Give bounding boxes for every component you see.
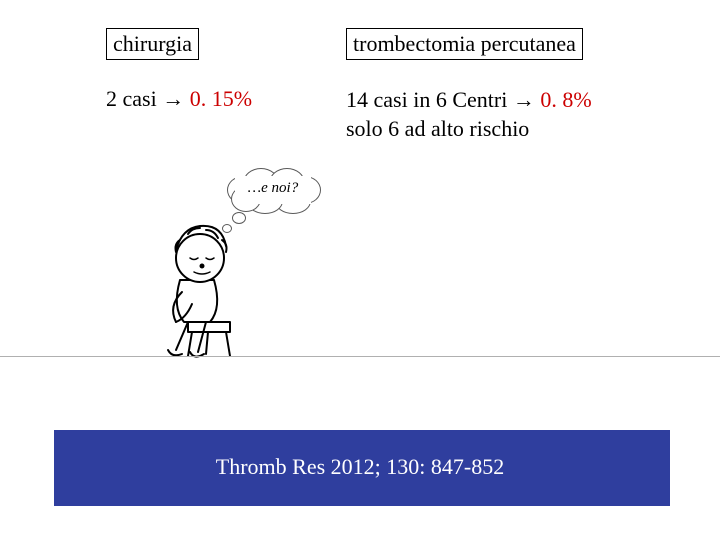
thought-text: …e noi? [225, 180, 321, 197]
stat-left-value: 0. 15% [184, 86, 252, 111]
thought-bubble: …e noi? [225, 168, 321, 212]
stat-right-arrow: → [513, 87, 535, 112]
divider [0, 356, 720, 357]
stat-left-pre: 2 casi [106, 86, 162, 111]
stat-right-line2: solo 6 ad alto rischio [346, 115, 592, 144]
stat-left-arrow: → [162, 86, 184, 111]
stat-right-pre: 14 casi in 6 Centri [346, 87, 513, 112]
cartoon-figure [110, 210, 260, 360]
citation-text: Thromb Res 2012; 130: 847-852 [0, 454, 720, 480]
box-trombectomia: trombectomia percutanea [346, 28, 583, 60]
box-chirurgia: chirurgia [106, 28, 199, 60]
stat-right-value: 0. 8% [535, 87, 592, 112]
stat-left: 2 casi → 0. 15% [106, 86, 252, 112]
stat-right-line1: 14 casi in 6 Centri → 0. 8% [346, 86, 592, 115]
stat-right: 14 casi in 6 Centri → 0. 8% solo 6 ad al… [346, 86, 592, 143]
